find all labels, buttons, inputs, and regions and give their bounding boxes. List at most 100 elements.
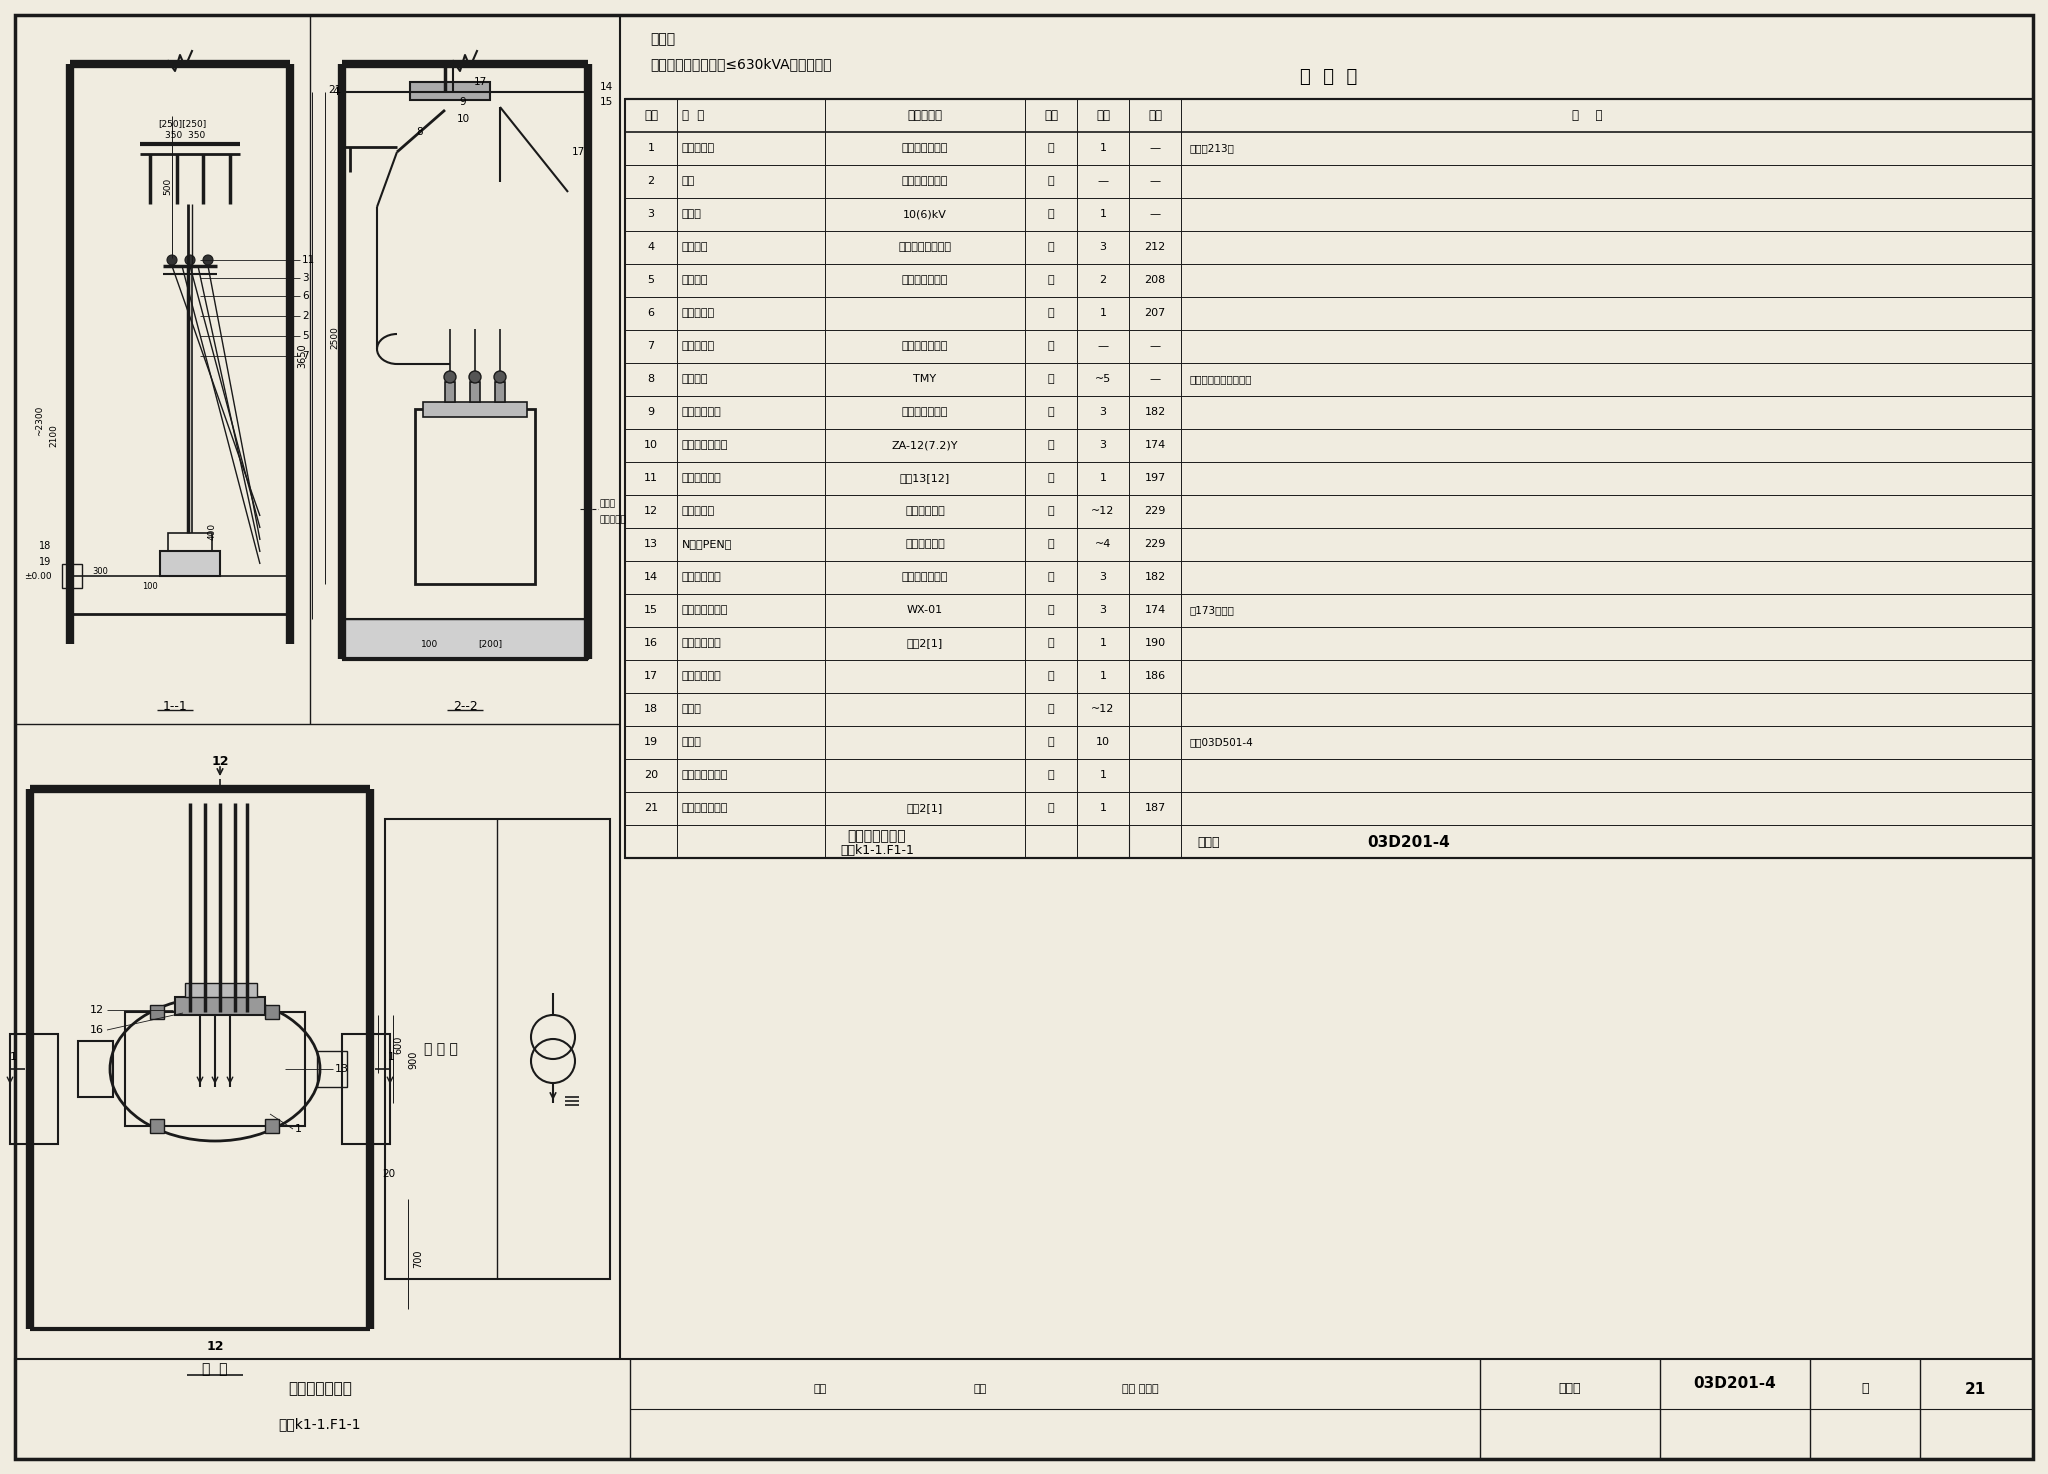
Bar xyxy=(264,1005,279,1019)
Text: ~2300: ~2300 xyxy=(35,405,45,436)
Text: 1: 1 xyxy=(1100,671,1106,681)
Text: 米: 米 xyxy=(1049,506,1055,516)
Text: 3: 3 xyxy=(301,273,309,283)
Text: 付: 付 xyxy=(1049,572,1055,582)
Text: 10: 10 xyxy=(1096,737,1110,747)
Text: —: — xyxy=(1098,175,1108,186)
Text: 21: 21 xyxy=(643,803,657,814)
Text: 8: 8 xyxy=(416,127,424,137)
Bar xyxy=(385,820,610,1279)
Text: 3: 3 xyxy=(1100,441,1106,450)
Text: 米: 米 xyxy=(1049,705,1055,713)
Text: 11: 11 xyxy=(301,255,315,265)
Bar xyxy=(444,382,455,402)
Text: 2: 2 xyxy=(301,311,309,321)
Bar xyxy=(317,1051,346,1086)
Text: 3: 3 xyxy=(647,209,655,220)
Text: 187: 187 xyxy=(1145,803,1165,814)
Circle shape xyxy=(184,255,195,265)
Text: 7: 7 xyxy=(301,351,309,361)
Text: 1: 1 xyxy=(1100,473,1106,483)
Text: 校对: 校对 xyxy=(973,1384,987,1394)
Text: 300: 300 xyxy=(92,566,109,575)
Text: 4: 4 xyxy=(332,87,338,97)
Text: 600: 600 xyxy=(393,1036,403,1054)
Text: —: — xyxy=(1149,374,1161,385)
Circle shape xyxy=(494,371,506,383)
Bar xyxy=(174,996,264,1016)
Text: 接地见213页: 接地见213页 xyxy=(1190,143,1233,153)
Text: 套: 套 xyxy=(1049,803,1055,814)
Bar xyxy=(469,382,479,402)
Bar xyxy=(160,551,219,576)
Text: 1: 1 xyxy=(1100,803,1106,814)
Text: 个: 个 xyxy=(1049,308,1055,318)
Text: 03D201-4: 03D201-4 xyxy=(1368,834,1450,849)
Text: ±0.00: ±0.00 xyxy=(25,572,51,581)
Bar xyxy=(10,1033,57,1144)
Text: 方案k1-1.F1-1: 方案k1-1.F1-1 xyxy=(279,1417,360,1431)
Text: 21: 21 xyxy=(1964,1381,1987,1396)
Text: 11: 11 xyxy=(643,473,657,483)
Text: N线或PEN线: N线或PEN线 xyxy=(682,539,733,548)
Text: 按电缆外径确定: 按电缆外径确定 xyxy=(901,276,948,284)
Bar xyxy=(14,1359,2034,1459)
Text: 低压母线夹具: 低压母线夹具 xyxy=(682,572,721,582)
Bar xyxy=(416,408,535,584)
Text: 个: 个 xyxy=(1049,604,1055,615)
Text: —: — xyxy=(1149,175,1161,186)
Bar xyxy=(125,1013,305,1126)
Text: 型号及规格: 型号及规格 xyxy=(907,109,942,121)
Bar xyxy=(342,619,588,659)
Text: 见附录（四）: 见附录（四） xyxy=(905,506,944,516)
Text: 10: 10 xyxy=(643,441,657,450)
Bar xyxy=(168,534,213,551)
Bar xyxy=(61,565,82,588)
Text: ~12: ~12 xyxy=(1092,506,1114,516)
Bar xyxy=(184,983,256,996)
Text: 按173页装配: 按173页装配 xyxy=(1190,604,1233,615)
Text: 1: 1 xyxy=(295,1125,301,1134)
Text: 1: 1 xyxy=(387,1052,395,1061)
Text: 700: 700 xyxy=(414,1250,424,1268)
Text: 米: 米 xyxy=(1049,175,1055,186)
Text: 米: 米 xyxy=(1049,539,1055,548)
Text: 由工程设计确定: 由工程设计确定 xyxy=(901,175,948,186)
Text: 186: 186 xyxy=(1145,671,1165,681)
Text: 17: 17 xyxy=(643,671,657,681)
Circle shape xyxy=(168,255,176,265)
Text: 229: 229 xyxy=(1145,506,1165,516)
Text: 18: 18 xyxy=(643,705,657,713)
Text: 14: 14 xyxy=(600,83,612,91)
Text: 17: 17 xyxy=(473,77,487,87)
Text: 190: 190 xyxy=(1145,638,1165,649)
Text: 序号: 序号 xyxy=(643,109,657,121)
Text: 2: 2 xyxy=(647,175,655,186)
Text: 低压相母线: 低压相母线 xyxy=(682,506,715,516)
Text: 平  面: 平 面 xyxy=(203,1362,227,1377)
Text: 400: 400 xyxy=(207,522,217,539)
Text: 12: 12 xyxy=(211,755,229,768)
Text: 182: 182 xyxy=(1145,407,1165,417)
Text: 见附录（四）: 见附录（四） xyxy=(905,539,944,548)
Text: 个: 个 xyxy=(1049,638,1055,649)
Text: ZA-12(7.2)Y: ZA-12(7.2)Y xyxy=(891,441,958,450)
Text: 9: 9 xyxy=(459,97,467,108)
Text: 174: 174 xyxy=(1145,441,1165,450)
Text: 按电缆芯截面确定: 按电缆芯截面确定 xyxy=(899,242,952,252)
Text: 21: 21 xyxy=(328,85,342,94)
Text: 由工程设计确定: 由工程设计确定 xyxy=(901,143,948,153)
Circle shape xyxy=(444,371,457,383)
Text: 个: 个 xyxy=(1049,209,1055,220)
Text: 台: 台 xyxy=(1049,143,1055,153)
Text: 100: 100 xyxy=(141,582,158,591)
Text: 高压母线支架: 高压母线支架 xyxy=(682,473,721,483)
Text: 低压母线夹板: 低压母线夹板 xyxy=(682,671,721,681)
Text: ~12: ~12 xyxy=(1092,705,1114,713)
Text: —: — xyxy=(1149,340,1161,351)
Text: 变压器室布置图: 变压器室布置图 xyxy=(289,1381,352,1396)
Text: 个: 个 xyxy=(1049,276,1055,284)
Text: 5: 5 xyxy=(647,276,655,284)
Text: 8: 8 xyxy=(647,374,655,385)
Text: 审核: 审核 xyxy=(813,1384,827,1394)
